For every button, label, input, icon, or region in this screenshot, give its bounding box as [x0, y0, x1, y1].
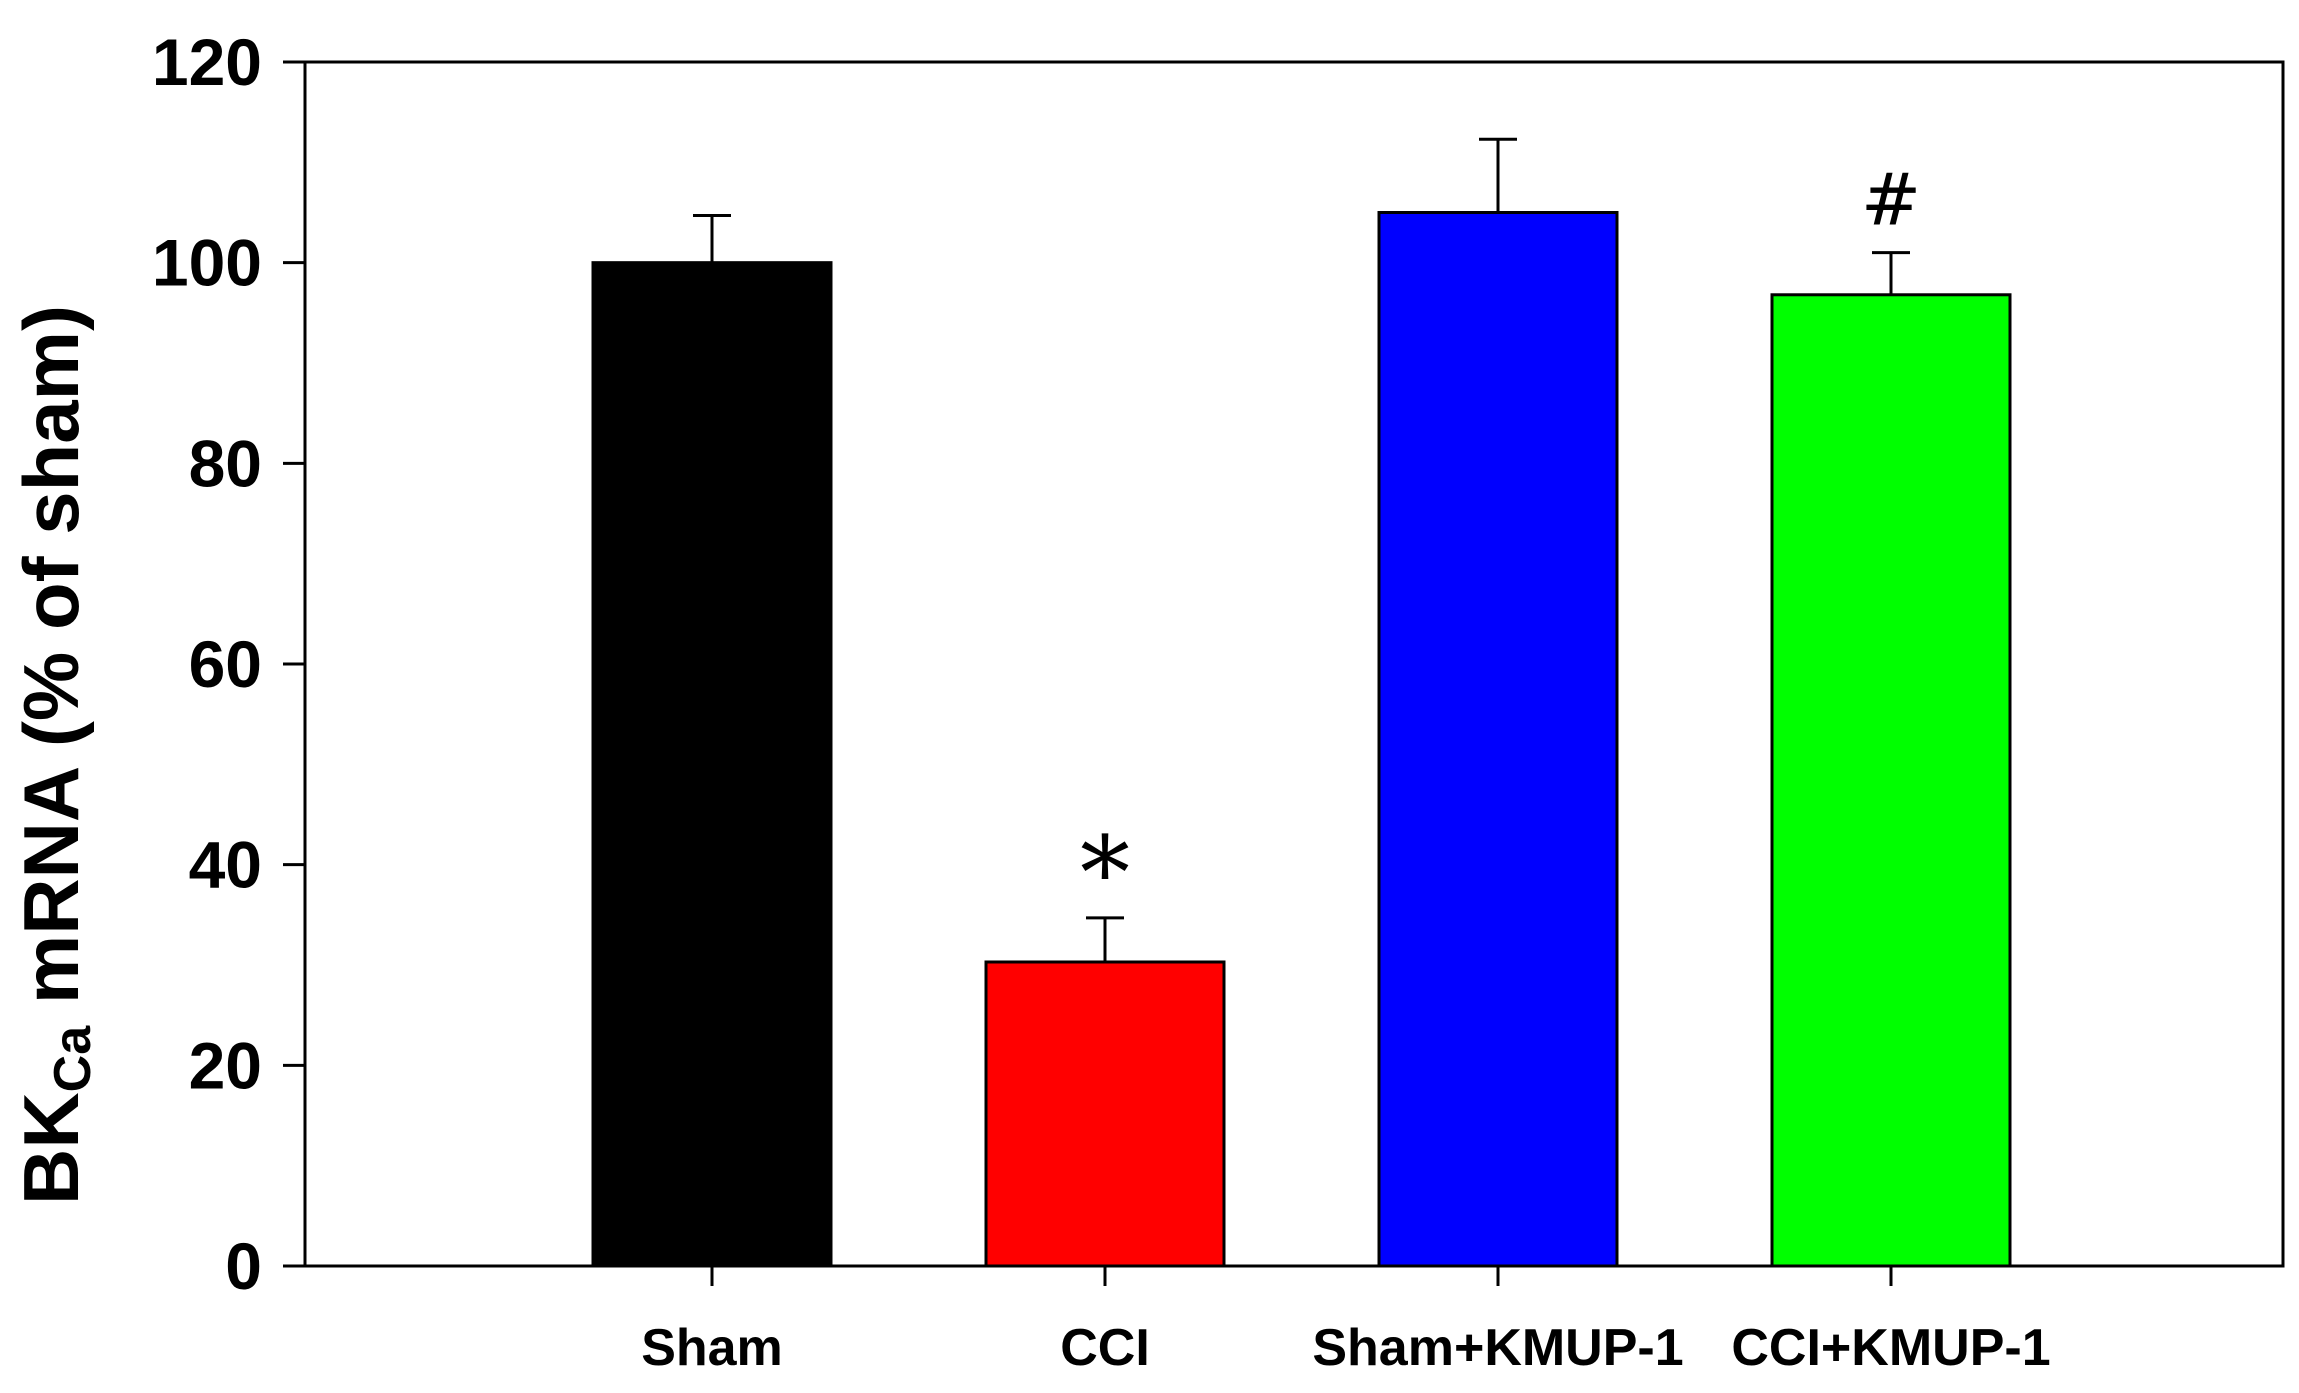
bar	[984, 960, 1226, 1268]
error-bars-group	[693, 137, 1910, 962]
significance-hash: #	[1861, 158, 1921, 242]
y-tick-label: 0	[225, 1229, 262, 1303]
x-tick-label: CCI+KMUP-1	[1731, 1319, 2050, 1377]
x-tick-label: Sham+KMUP-1	[1312, 1319, 1683, 1377]
y-axis-ticks: 0 20 40 60 80 100 120	[152, 25, 305, 1303]
y-axis-label: BKCa mRNA (% of sham)	[7, 305, 102, 1205]
y-axis-label-rest: mRNA (% of sham)	[7, 305, 95, 1026]
y-tick-label: 100	[152, 226, 262, 300]
y-tick-label: 80	[189, 426, 262, 500]
bar	[591, 261, 833, 1268]
y-axis-label-sub: Ca	[44, 1025, 102, 1093]
x-axis-ticks: Sham CCI Sham+KMUP-1 CCI+KMUP-1	[641, 1266, 2051, 1377]
y-axis-label-main: BK	[7, 1092, 95, 1205]
bar	[1770, 293, 2012, 1268]
x-tick-label: CCI	[1060, 1319, 1150, 1377]
significance-markers: *#	[1080, 158, 1921, 932]
significance-asterisk: *	[1080, 815, 1130, 932]
bar	[1377, 211, 1619, 1268]
x-tick-label: Sham	[641, 1319, 783, 1377]
y-tick-label: 60	[189, 627, 262, 701]
y-tick-label: 20	[189, 1028, 262, 1102]
bars-group	[591, 211, 2012, 1268]
y-tick-label: 120	[152, 25, 262, 99]
y-tick-label: 40	[189, 828, 262, 902]
